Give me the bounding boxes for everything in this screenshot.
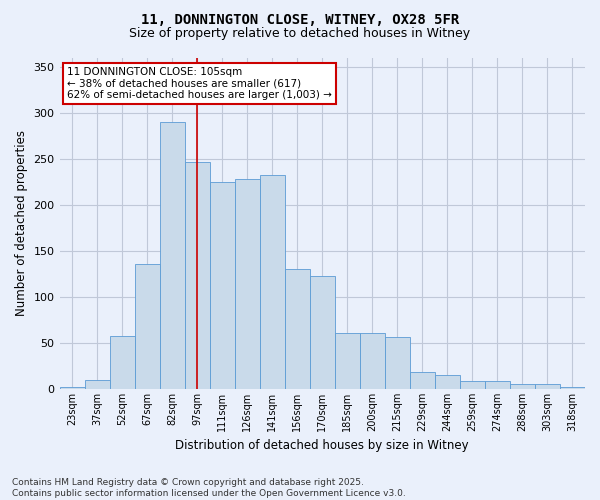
Bar [185, 162, 209, 389]
Text: 11, DONNINGTON CLOSE, WITNEY, OX28 5FR: 11, DONNINGTON CLOSE, WITNEY, OX28 5FR [141, 12, 459, 26]
Bar [410, 372, 435, 389]
Bar [134, 264, 160, 389]
Bar [485, 380, 510, 389]
Bar [110, 336, 134, 389]
Text: Contains HM Land Registry data © Crown copyright and database right 2025.
Contai: Contains HM Land Registry data © Crown c… [12, 478, 406, 498]
Bar [160, 122, 185, 389]
Bar [335, 333, 360, 389]
Bar [460, 380, 485, 389]
Bar [260, 176, 285, 389]
Bar [560, 387, 585, 389]
Bar [285, 270, 310, 389]
Text: Size of property relative to detached houses in Witney: Size of property relative to detached ho… [130, 28, 470, 40]
Bar [435, 375, 460, 389]
Bar [360, 333, 385, 389]
Bar [85, 380, 110, 389]
Bar [535, 384, 560, 389]
Bar [510, 384, 535, 389]
Y-axis label: Number of detached properties: Number of detached properties [15, 130, 28, 316]
Bar [209, 182, 235, 389]
Bar [310, 276, 335, 389]
Bar [59, 387, 85, 389]
Text: 11 DONNINGTON CLOSE: 105sqm
← 38% of detached houses are smaller (617)
62% of se: 11 DONNINGTON CLOSE: 105sqm ← 38% of det… [67, 66, 332, 100]
Bar [385, 336, 410, 389]
Bar [235, 179, 260, 389]
X-axis label: Distribution of detached houses by size in Witney: Distribution of detached houses by size … [175, 440, 469, 452]
